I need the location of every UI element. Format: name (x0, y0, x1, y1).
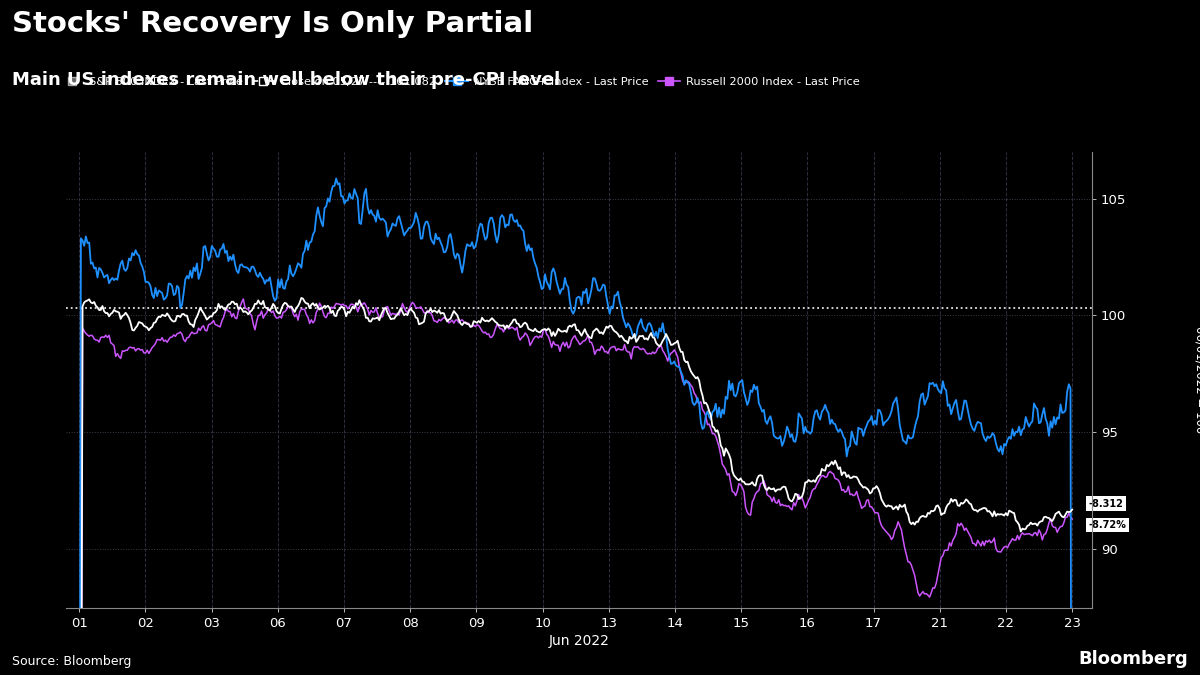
Text: Main US indexes remain well below their pre-CPI level: Main US indexes remain well below their … (12, 71, 560, 89)
Text: -8.312: -8.312 (1088, 499, 1123, 509)
Text: -8.72%: -8.72% (1088, 520, 1127, 530)
Text: Stocks' Recovery Is Only Partial: Stocks' Recovery Is Only Partial (12, 10, 533, 38)
X-axis label: Jun 2022: Jun 2022 (548, 634, 610, 648)
Text: Bloomberg: Bloomberg (1079, 650, 1188, 668)
Text: Source: Bloomberg: Source: Bloomberg (12, 655, 131, 668)
Y-axis label: 06/01/2022 = 100: 06/01/2022 = 100 (1193, 326, 1200, 433)
Legend: S&P 500 INDEX - Last Price, Close on 05/27 ---- 101.082, NYSE FANG+ Index - Last: S&P 500 INDEX - Last Price, Close on 05/… (55, 72, 864, 92)
